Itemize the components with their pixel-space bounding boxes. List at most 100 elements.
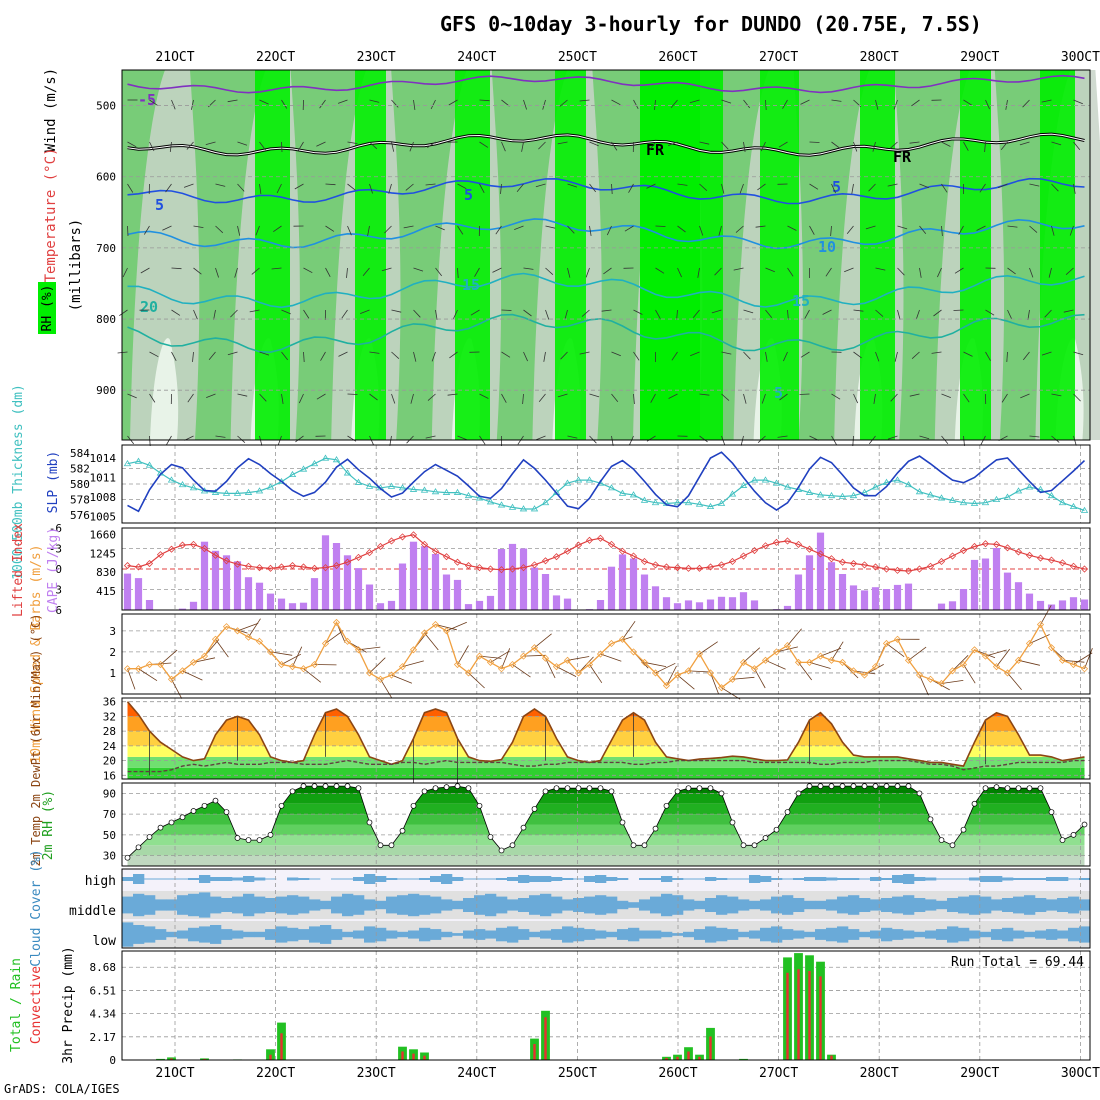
wind-barb (875, 351, 880, 362)
cloud-cell (595, 875, 607, 883)
cloud-cell (1002, 927, 1014, 942)
thickness-line (127, 457, 1085, 512)
thickness-point (508, 503, 517, 510)
temp-band (127, 716, 1085, 732)
cloud-cell (826, 927, 838, 942)
isotherm-label: 5 (155, 196, 164, 214)
wind-barb (765, 99, 767, 111)
wind-barb (369, 435, 374, 446)
cloud-cell (221, 929, 233, 940)
surface-barb (787, 628, 802, 646)
wind-barb (538, 393, 546, 403)
cloud-cell (419, 927, 431, 942)
wind-barb (931, 351, 942, 354)
thickness-point (904, 481, 913, 488)
thickness-point (519, 505, 528, 512)
cloud-cell (749, 930, 761, 939)
date-label-top: 28OCT (860, 50, 899, 65)
rh-point (124, 854, 131, 861)
tick-label: 800 (96, 313, 116, 326)
date-label-top: 30OCT (1061, 50, 1100, 65)
wind-barb (523, 99, 527, 110)
wind-barb (234, 267, 238, 278)
wind-barb (347, 183, 356, 191)
wind-barb (447, 393, 458, 396)
li-point (409, 531, 418, 539)
cloud-cell (540, 893, 552, 917)
wind-barb (435, 267, 443, 277)
tick-label: 1 (109, 667, 116, 680)
rh-point (300, 783, 307, 789)
cape-bar (860, 590, 869, 610)
precip-conv-bar (533, 1044, 536, 1060)
date-labels: 21OCT 21OCT 22OCT 22OCT 23OCT 23OCT 24OCT 24OCT… (155, 50, 1100, 1081)
rh-point (344, 783, 351, 789)
cloud-cell (287, 927, 299, 942)
wind-barb (501, 351, 511, 358)
wind-barb (237, 393, 248, 397)
wind-barb (1044, 309, 1052, 318)
li-point (563, 547, 572, 555)
cape-bar (992, 548, 1001, 610)
cape-bar (354, 568, 363, 610)
thickness-point (354, 478, 363, 485)
li-point (827, 555, 836, 563)
cape-bar (409, 541, 418, 610)
cloud-cell (914, 931, 926, 938)
wind-barb (347, 393, 358, 395)
wind-point (211, 635, 220, 643)
cloud-cell (364, 899, 376, 911)
wind-barb (765, 309, 773, 319)
surface-barb (556, 666, 577, 677)
li-point (981, 540, 990, 548)
date-label-top: 21OCT (155, 50, 194, 65)
wind-barb (413, 309, 421, 318)
wind-barb (213, 309, 216, 320)
surface-barb (270, 651, 293, 656)
wind-barb (911, 99, 920, 107)
tick-label: 2.17 (90, 1031, 117, 1044)
li-point (497, 566, 506, 574)
wind-barb (692, 309, 700, 319)
cloud-cell (441, 899, 453, 911)
li-point (486, 565, 495, 573)
surface-barb (369, 657, 386, 674)
wind-barb (215, 267, 219, 278)
wind-barb (655, 267, 665, 274)
rh-point (982, 785, 989, 792)
date-label-bottom: 21OCT (155, 1066, 194, 1081)
cloud-cell (903, 930, 915, 939)
cloud-cell (705, 926, 717, 943)
cape-bar (783, 605, 792, 610)
wind-barb (718, 225, 722, 236)
wind-point (255, 637, 264, 645)
wind-barb (958, 225, 964, 235)
rh-moist-band (860, 70, 895, 440)
li-point (871, 563, 880, 571)
cloud-cell (265, 929, 277, 940)
cloud-cell (507, 926, 519, 943)
wind-barb (303, 309, 310, 319)
cloud-cell (947, 878, 959, 880)
wind-point (453, 660, 462, 669)
wind-barb (733, 267, 744, 271)
cloud-cell (738, 878, 750, 880)
wind-barb (1020, 393, 1030, 399)
li-point (541, 557, 550, 565)
chart-title: GFS 0~10day 3-hourly for DUNDO (20.75E, … (440, 12, 982, 36)
rh-point (278, 802, 285, 809)
li-point (1025, 551, 1034, 559)
wind-barb (611, 141, 618, 151)
wind-barb (787, 225, 797, 231)
wind-point (508, 660, 517, 669)
cloud-cell (771, 896, 783, 914)
cloud-cell (232, 877, 244, 881)
rh-point (355, 785, 362, 792)
wind-barb (259, 435, 263, 446)
wind-barb (425, 183, 436, 186)
cloud-cell (276, 926, 288, 943)
wind-barb (259, 393, 267, 402)
wind-barb (298, 393, 304, 404)
wind-barb (809, 141, 820, 143)
date-label-bottom: 22OCT (256, 1066, 295, 1081)
